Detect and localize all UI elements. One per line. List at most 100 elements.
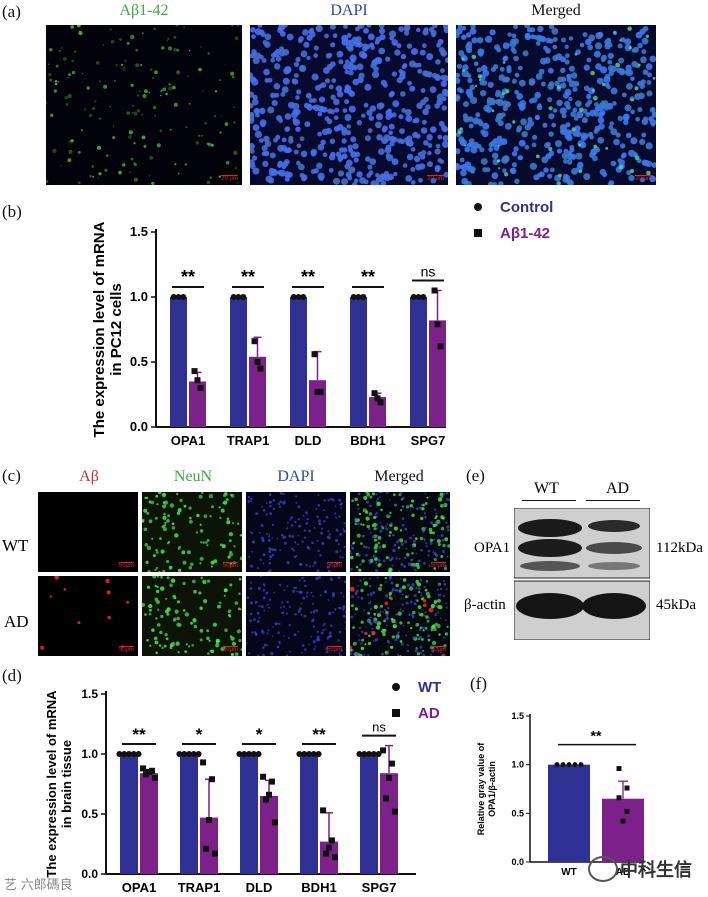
data-point (197, 385, 204, 391)
data-point (296, 751, 303, 757)
y-axis-label-line: OPA1/β-actin (487, 761, 497, 817)
scale-bar-label: 20 μm (221, 175, 238, 182)
significance-mark: ** (241, 267, 255, 287)
data-point (388, 760, 395, 767)
y-axis-label: The expression level of mRNAin PC12 cell… (91, 221, 125, 437)
y-tick-label: 1.5 (130, 224, 148, 239)
scale-bar-label: 50μm (118, 562, 134, 569)
y-axis-label-line: Relative gray value of (476, 742, 486, 836)
data-point (315, 751, 322, 757)
significance-mark: ** (301, 267, 315, 287)
data-point (126, 751, 132, 757)
data-point (415, 294, 422, 300)
data-point (310, 751, 317, 757)
y-tick-label: 1.5 (81, 687, 98, 701)
chart-b-mrna-pc12: 0.0 0.5 1.0 1.5 The expression level of mRNA… (91, 199, 553, 448)
data-point (578, 762, 584, 768)
legend-label: Aβ1-42 (500, 225, 550, 242)
data-point (323, 850, 330, 857)
lane-label-wt: WT (534, 480, 559, 497)
data-point (251, 338, 258, 345)
tissue-ad-merged: 50μm (350, 576, 450, 656)
data-point (371, 390, 378, 397)
data-point (266, 791, 272, 798)
data-point (211, 850, 218, 857)
scale-bar-label: 50μm (326, 562, 342, 569)
bar-a142-trap1 (249, 356, 266, 427)
band-size-45kda: 45kDa (656, 597, 696, 613)
x-tick-label: DLD (246, 880, 273, 895)
x-tick-label: OPA1 (171, 433, 205, 448)
bar-ad-bdh1 (320, 841, 338, 874)
band-label-opa1: OPA1 (474, 540, 511, 556)
x-tick-label: TRAP1 (178, 880, 221, 895)
y-axis-label-line: The expression level of mRNA (44, 690, 59, 878)
legend-label: AD (418, 705, 440, 722)
significance-mark: * (256, 725, 263, 744)
data-point (554, 762, 560, 768)
legend-marker-0 (392, 683, 400, 691)
panel-c-header-merged: Merged (374, 468, 424, 485)
data-point (360, 294, 367, 300)
bar-wt-trap1 (180, 754, 198, 874)
data-point (320, 807, 327, 814)
data-point (620, 818, 626, 824)
data-point (148, 767, 155, 774)
data-point (391, 808, 398, 815)
data-point (370, 751, 377, 757)
data-point (263, 796, 270, 803)
data-point (420, 294, 427, 300)
x-tick-label: BDH1 (350, 433, 385, 448)
panel-a-header-abeta: Aβ1-42 (119, 2, 169, 19)
bar-wt-opa1 (120, 754, 138, 874)
data-point (121, 751, 128, 757)
row-label-wt: WT (2, 536, 29, 555)
x-tick-label: SPG7 (362, 880, 397, 895)
y-tick-label: 1.0 (81, 747, 98, 761)
data-point (240, 294, 247, 300)
wechat-icon (588, 856, 618, 882)
scale-bar-label: 50μm (118, 646, 134, 653)
data-point (356, 751, 363, 757)
micrograph-merged: 20 μm (456, 25, 656, 185)
tissue-wt-neun: 50μm (142, 492, 242, 572)
data-point (366, 751, 372, 757)
data-point (434, 321, 441, 328)
scale-bar-label: 20 μm (635, 175, 652, 182)
tissue-ad-dapi: 50μm (246, 576, 346, 656)
scale-bar-label: 50μm (222, 562, 238, 569)
tissue-ad-neun: 50μm (142, 576, 242, 656)
watermark-right: 中科生信 (620, 860, 692, 880)
data-point (140, 765, 147, 772)
legend-marker-0 (474, 203, 482, 211)
panel-a-label: (a) (2, 2, 21, 21)
data-point (566, 762, 572, 768)
data-point (254, 359, 261, 365)
significance-mark: * (196, 725, 203, 744)
bar-ad-trap1 (200, 817, 218, 874)
bar-control-spg7 (410, 297, 427, 427)
data-point (624, 808, 630, 814)
lane-label-ad: AD (606, 480, 630, 497)
data-point (191, 368, 198, 375)
y-tick-label: 0.0 (511, 857, 524, 867)
chart-d-mrna-brain: 0.0 0.5 1.0 1.5 The expression level of mRNA… (44, 679, 441, 895)
scale-bar-label: 50μm (222, 646, 238, 653)
tissue-wt-ab: 50μm (38, 492, 138, 572)
data-point (374, 395, 381, 402)
data-point (295, 294, 302, 300)
bar-a142-spg7 (429, 320, 446, 427)
scale-bar-label: 50μm (326, 646, 342, 653)
significance-mark: ** (181, 267, 195, 287)
data-point (255, 751, 262, 757)
data-point (377, 399, 384, 406)
significance-mark: ** (312, 725, 326, 744)
data-point (380, 747, 387, 754)
data-point (311, 351, 318, 358)
data-point (616, 766, 622, 772)
data-point (306, 751, 312, 757)
lane-underline-wt (522, 500, 576, 501)
y-tick-label: 0.0 (81, 867, 98, 881)
band-label-beta-actin: β-actin (464, 597, 506, 613)
data-point (230, 294, 237, 300)
